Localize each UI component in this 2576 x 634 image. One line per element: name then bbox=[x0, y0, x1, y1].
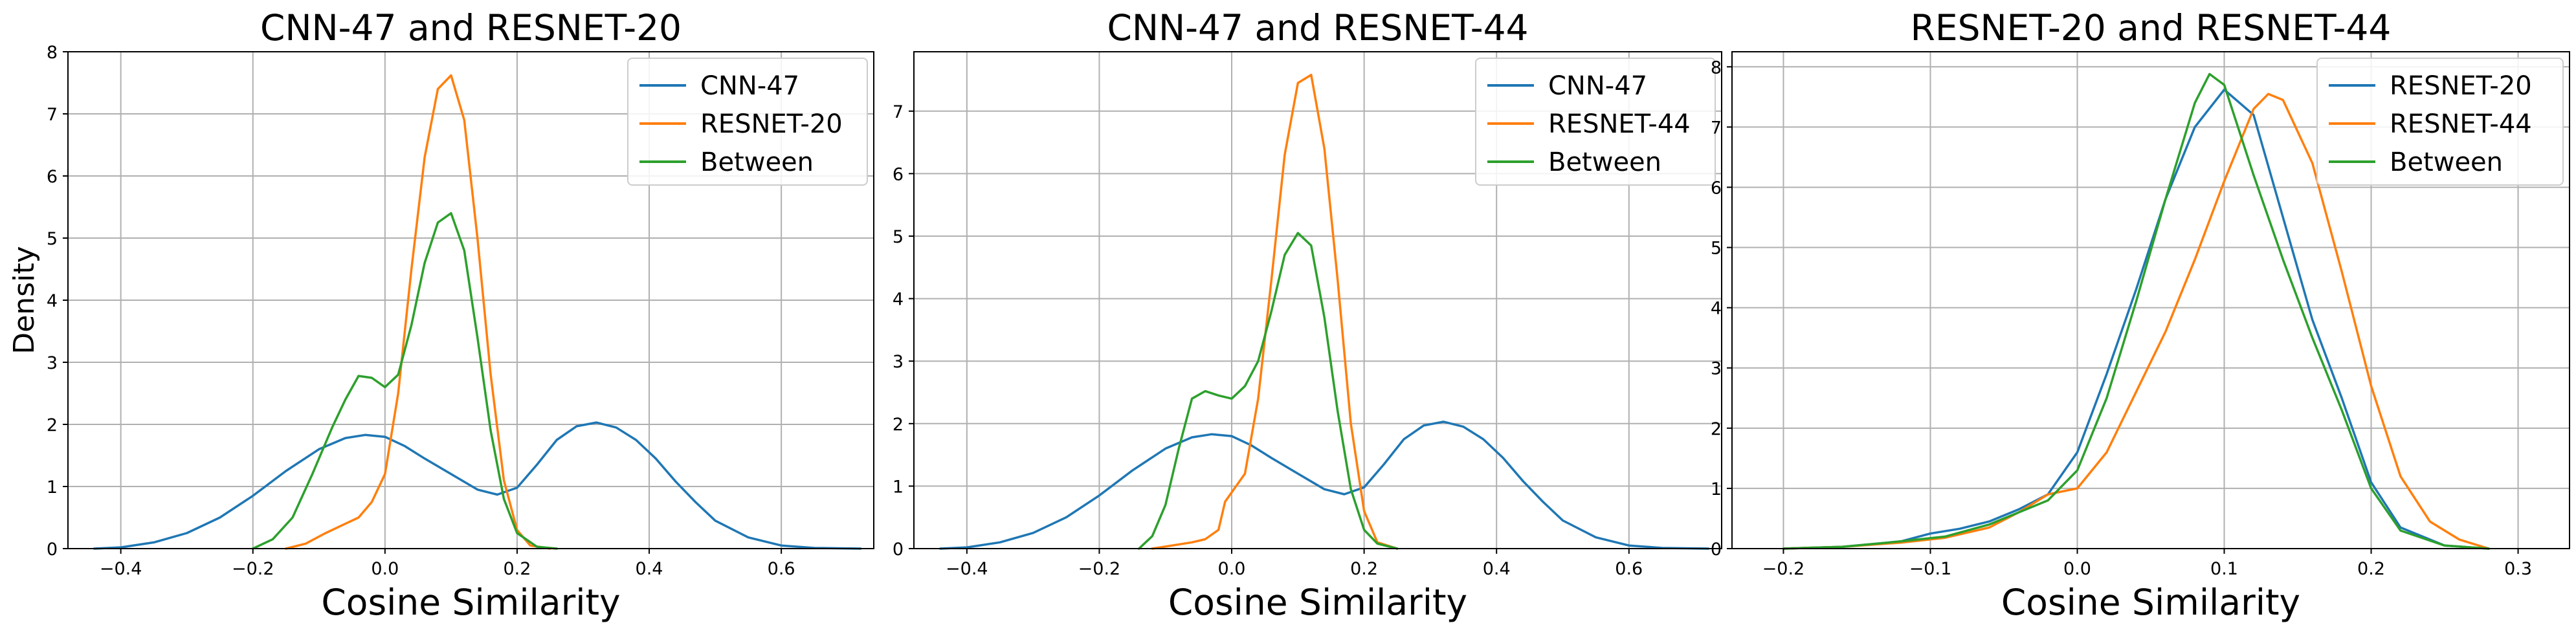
y-tick-label: 6 bbox=[47, 167, 58, 187]
chart-panel: −0.4 −0.2 0.0 0.2 0.4 0.6 0 1 2 3 4 5 6 7 8 CNN-47 and … bbox=[8, 7, 874, 623]
series-line bbox=[1782, 72, 2490, 550]
x-tick-label: 0.6 bbox=[1615, 559, 1643, 579]
series-line bbox=[1151, 73, 1399, 550]
y-tick-label: 5 bbox=[893, 227, 904, 247]
x-tick-label: 0.6 bbox=[768, 559, 795, 579]
series-line bbox=[939, 421, 1710, 550]
x-tick-label: 0.1 bbox=[2210, 559, 2238, 579]
series-line bbox=[93, 421, 862, 550]
series-line bbox=[1782, 93, 2490, 550]
y-tick-label: 8 bbox=[1711, 58, 1722, 78]
chart-panel: −0.4 −0.2 0.0 0.2 0.4 0.6 0 1 2 3 4 5 6 7 CNN-47 and R… bbox=[893, 7, 1722, 623]
x-tick-label: −0.4 bbox=[100, 559, 142, 579]
x-axis-label: Cosine Similarity bbox=[1168, 582, 1467, 623]
series-line bbox=[1138, 232, 1399, 550]
y-tick-label: 1 bbox=[893, 477, 904, 497]
legend-box bbox=[1475, 58, 1716, 186]
y-tick-label: 7 bbox=[1711, 118, 1722, 138]
y-tick-label: 7 bbox=[893, 102, 904, 122]
y-tick-label: 8 bbox=[47, 43, 58, 63]
y-tick-label: 0 bbox=[1711, 540, 1722, 560]
legend-label: Between bbox=[1548, 148, 1661, 177]
y-tick-label: 3 bbox=[1711, 359, 1722, 379]
y-tick-label: 5 bbox=[1711, 239, 1722, 259]
series-line bbox=[1782, 88, 2490, 550]
legend: CNN-47 RESNET-20 Between bbox=[627, 58, 868, 186]
x-axis-label: Cosine Similarity bbox=[2001, 582, 2300, 623]
x-tick-label: 0.4 bbox=[1483, 559, 1511, 579]
y-tick-label: 0 bbox=[47, 540, 58, 560]
x-tick-label: −0.2 bbox=[232, 559, 274, 579]
y-tick-label: 5 bbox=[47, 229, 58, 249]
x-tick-label: 0.3 bbox=[2504, 559, 2532, 579]
x-tick-label: −0.1 bbox=[1909, 559, 1952, 579]
y-axis-label: Density bbox=[8, 246, 41, 354]
legend-box bbox=[2316, 58, 2564, 186]
legend-label: CNN-47 bbox=[700, 71, 799, 101]
y-tick-label: 6 bbox=[1711, 178, 1722, 198]
legend-label: RESNET-20 bbox=[700, 109, 843, 139]
legend-label: Between bbox=[2390, 148, 2503, 177]
y-tick-label: 1 bbox=[47, 477, 58, 497]
x-tick-label: 0.2 bbox=[1350, 559, 1378, 579]
legend-box bbox=[627, 58, 868, 186]
x-axis-label: Cosine Similarity bbox=[321, 582, 620, 623]
y-tick-label: 1 bbox=[1711, 479, 1722, 499]
x-tick-label: 0.4 bbox=[636, 559, 663, 579]
y-tick-label: 6 bbox=[893, 164, 904, 184]
axes-frame bbox=[913, 51, 1722, 549]
series-line bbox=[285, 74, 551, 550]
legend-label: RESNET-44 bbox=[1548, 109, 1691, 139]
axes-frame bbox=[1731, 51, 2570, 549]
chart-title: RESNET-20 and RESNET-44 bbox=[1911, 7, 2392, 49]
legend: RESNET-20 RESNET-44 Between bbox=[2316, 58, 2564, 186]
x-tick-label: −0.4 bbox=[946, 559, 988, 579]
chart-title: CNN-47 and RESNET-20 bbox=[260, 7, 682, 49]
x-tick-label: 0.2 bbox=[503, 559, 531, 579]
y-tick-label: 7 bbox=[47, 105, 58, 125]
y-tick-label: 4 bbox=[1711, 299, 1722, 319]
y-tick-label: 4 bbox=[47, 291, 58, 311]
y-tick-label: 4 bbox=[893, 290, 904, 310]
y-tick-label: 2 bbox=[1711, 419, 1722, 439]
y-tick-label: 2 bbox=[47, 415, 58, 435]
x-tick-label: 0.0 bbox=[1218, 559, 1246, 579]
y-tick-label: 2 bbox=[893, 415, 904, 435]
legend-label: RESNET-44 bbox=[2390, 109, 2532, 139]
y-tick-label: 3 bbox=[47, 353, 58, 373]
x-tick-label: −0.2 bbox=[1762, 559, 1805, 579]
x-tick-label: −0.2 bbox=[1078, 559, 1121, 579]
y-tick-label: 0 bbox=[893, 540, 904, 560]
legend-label: CNN-47 bbox=[1548, 71, 1647, 101]
series-line bbox=[251, 212, 558, 550]
legend-label: RESNET-20 bbox=[2390, 71, 2532, 101]
legend-label: Between bbox=[700, 148, 814, 177]
chart-title: CNN-47 and RESNET-44 bbox=[1107, 7, 1528, 49]
x-tick-label: 0.0 bbox=[371, 559, 399, 579]
chart-panel: −0.2 −0.1 0.0 0.1 0.2 0.3 0 1 2 3 4 5 6 7 8 RESNET-20 a… bbox=[1711, 7, 2570, 623]
x-tick-label: 0.2 bbox=[2357, 559, 2385, 579]
legend: CNN-47 RESNET-44 Between bbox=[1475, 58, 1716, 186]
x-tick-label: 0.0 bbox=[2063, 559, 2091, 579]
y-tick-label: 3 bbox=[893, 352, 904, 372]
